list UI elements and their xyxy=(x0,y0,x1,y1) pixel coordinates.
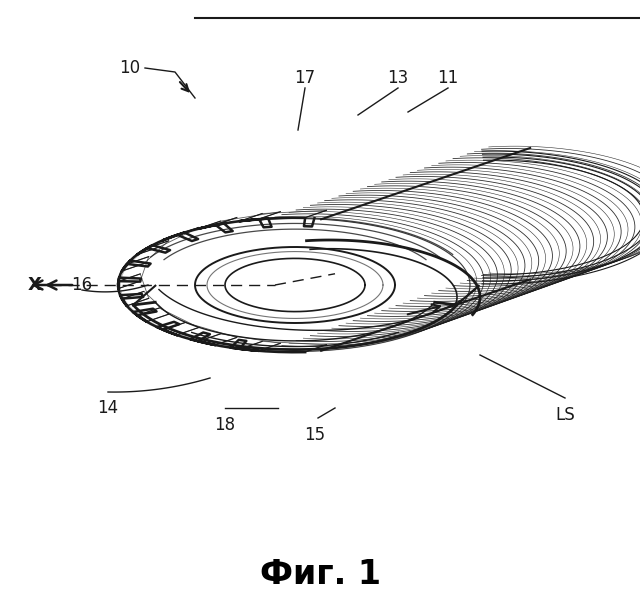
Text: Фиг. 1: Фиг. 1 xyxy=(259,559,381,591)
Text: X: X xyxy=(28,276,42,294)
Text: 11: 11 xyxy=(437,69,459,87)
Text: 17: 17 xyxy=(294,69,316,87)
Text: 10: 10 xyxy=(120,59,141,77)
Text: LS: LS xyxy=(555,406,575,424)
Text: 18: 18 xyxy=(214,416,236,434)
Text: 16: 16 xyxy=(72,276,93,294)
Text: 15: 15 xyxy=(305,426,326,444)
Text: 14: 14 xyxy=(97,399,118,417)
Text: 13: 13 xyxy=(387,69,408,87)
